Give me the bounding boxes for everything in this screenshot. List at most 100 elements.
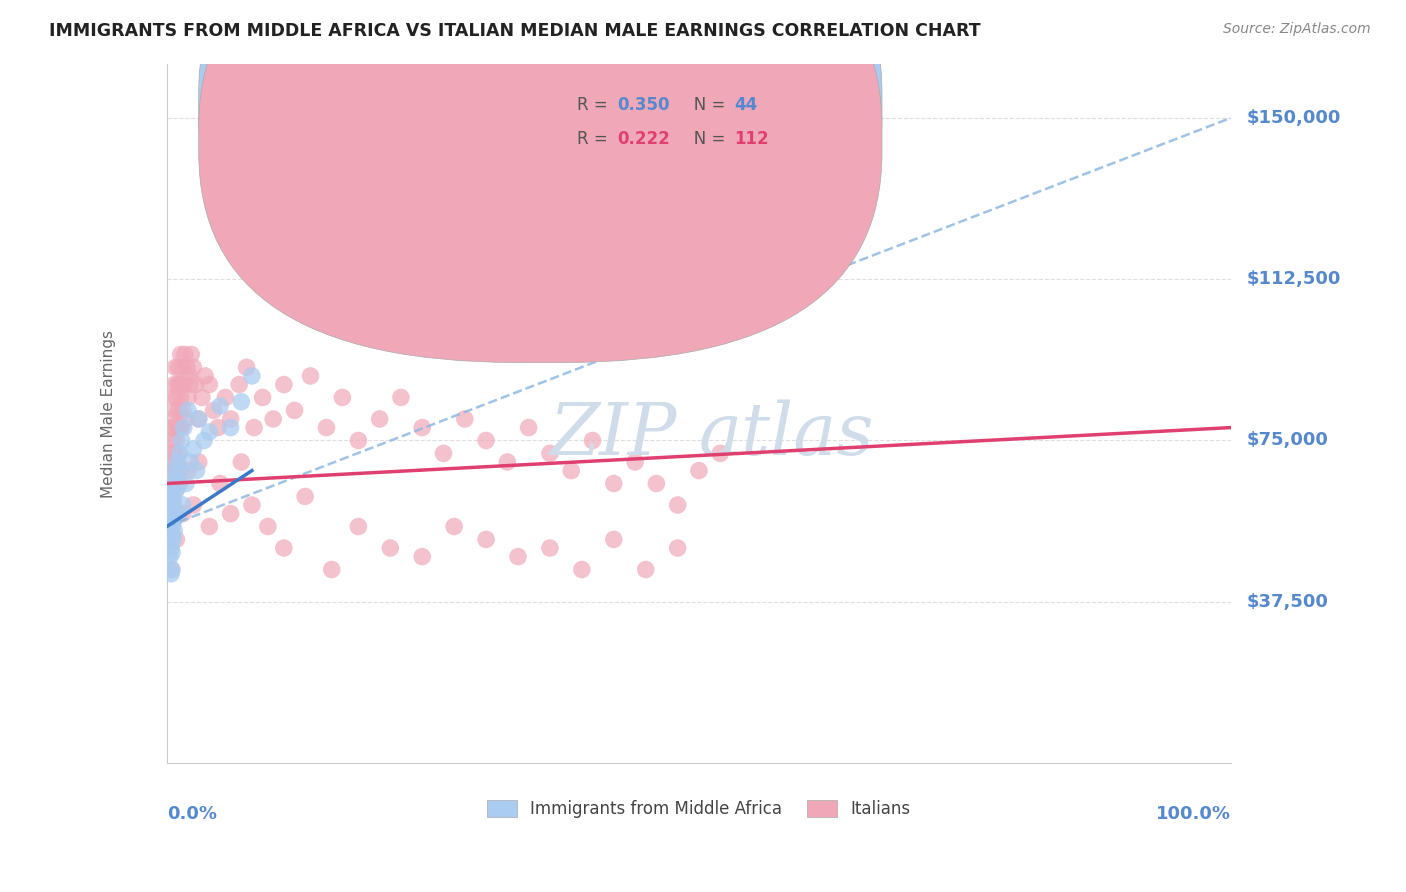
Text: atlas: atlas xyxy=(699,400,875,470)
Point xyxy=(157,511,180,525)
Point xyxy=(183,498,205,512)
FancyBboxPatch shape xyxy=(198,0,882,328)
FancyBboxPatch shape xyxy=(491,75,773,169)
Point xyxy=(165,507,187,521)
Point xyxy=(157,533,180,547)
Point xyxy=(368,412,391,426)
Point xyxy=(688,464,710,478)
Point xyxy=(160,485,183,500)
Point xyxy=(165,464,187,478)
Point xyxy=(172,498,194,512)
Point xyxy=(257,519,280,533)
Point xyxy=(162,515,184,529)
Text: $75,000: $75,000 xyxy=(1247,432,1329,450)
Point xyxy=(160,476,183,491)
Point xyxy=(219,420,242,434)
Point xyxy=(299,368,322,383)
Point xyxy=(172,403,194,417)
Point xyxy=(163,377,186,392)
Point xyxy=(169,464,191,478)
Point xyxy=(173,377,195,392)
Text: 0.222: 0.222 xyxy=(617,130,669,148)
Point xyxy=(163,524,186,538)
Point xyxy=(411,420,433,434)
Point xyxy=(163,476,186,491)
Text: IMMIGRANTS FROM MIDDLE AFRICA VS ITALIAN MEDIAN MALE EARNINGS CORRELATION CHART: IMMIGRANTS FROM MIDDLE AFRICA VS ITALIAN… xyxy=(49,22,981,40)
Point xyxy=(294,490,316,504)
Point xyxy=(179,377,201,392)
Point xyxy=(162,493,184,508)
Point xyxy=(432,446,454,460)
Point xyxy=(169,347,191,361)
Point xyxy=(173,347,195,361)
Text: ZIP: ZIP xyxy=(550,400,678,470)
Point xyxy=(183,442,205,456)
Point xyxy=(160,541,183,555)
Point xyxy=(179,368,201,383)
Point xyxy=(166,455,188,469)
Point xyxy=(187,412,209,426)
Text: N =: N = xyxy=(678,130,730,148)
Point xyxy=(231,394,253,409)
Point xyxy=(166,446,188,460)
Point xyxy=(273,541,295,555)
Point xyxy=(560,464,582,478)
Point xyxy=(389,391,412,405)
Point xyxy=(169,377,191,392)
Point xyxy=(187,455,209,469)
Point xyxy=(380,541,402,555)
Point xyxy=(160,420,183,434)
Point xyxy=(165,533,187,547)
Point xyxy=(207,420,229,434)
Point xyxy=(162,434,184,448)
Point xyxy=(332,391,354,405)
Point xyxy=(177,464,200,478)
Point xyxy=(347,434,370,448)
Point xyxy=(183,360,205,375)
Point xyxy=(198,425,221,439)
Point xyxy=(538,541,561,555)
Point xyxy=(273,377,295,392)
Point xyxy=(208,399,231,413)
Point xyxy=(709,446,731,460)
Point xyxy=(166,377,188,392)
Point xyxy=(163,476,186,491)
Point xyxy=(634,562,657,576)
Text: $150,000: $150,000 xyxy=(1247,109,1341,127)
Point xyxy=(174,412,197,426)
Point xyxy=(184,377,207,392)
Point xyxy=(172,507,194,521)
Text: R =: R = xyxy=(576,130,613,148)
Point xyxy=(198,377,221,392)
Point xyxy=(228,377,250,392)
Point xyxy=(159,549,181,564)
Text: Source: ZipAtlas.com: Source: ZipAtlas.com xyxy=(1223,22,1371,37)
Text: 100.0%: 100.0% xyxy=(1156,805,1232,823)
Point xyxy=(160,455,183,469)
Point xyxy=(160,519,183,533)
Point xyxy=(160,490,183,504)
Point xyxy=(160,562,183,576)
Point xyxy=(194,368,217,383)
Point xyxy=(166,420,188,434)
Point xyxy=(240,368,263,383)
Point xyxy=(191,391,214,405)
Point xyxy=(165,464,187,478)
Point xyxy=(160,412,183,426)
Point xyxy=(571,562,593,576)
Point xyxy=(202,403,225,417)
Point xyxy=(170,434,193,448)
Point xyxy=(581,434,603,448)
Point xyxy=(162,533,184,547)
Point xyxy=(169,476,191,491)
Point xyxy=(159,515,181,529)
Point xyxy=(162,498,184,512)
Point xyxy=(160,519,183,533)
Point xyxy=(283,403,305,417)
Point xyxy=(666,498,689,512)
Text: $112,500: $112,500 xyxy=(1247,270,1341,288)
Point xyxy=(167,360,190,375)
Point xyxy=(170,420,193,434)
Point xyxy=(163,420,186,434)
Point xyxy=(167,403,190,417)
